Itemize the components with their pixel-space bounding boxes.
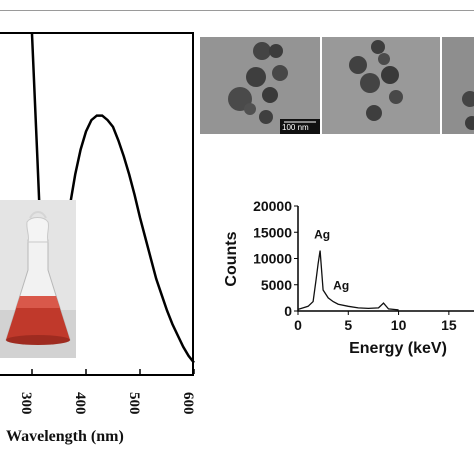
eds-y-tick-label: 5000 — [261, 277, 292, 293]
uv-vis-plot-frame — [0, 32, 194, 376]
tem-image-3 — [442, 37, 474, 134]
eds-x-tick-label: 10 — [391, 317, 407, 333]
eds-x-tick-label: 15 — [441, 317, 457, 333]
tem-image-1 — [200, 37, 320, 134]
flask-photo — [0, 200, 76, 358]
uv-vis-x-tick-label: 600 — [180, 392, 196, 415]
eds-y-tick-label: 15000 — [253, 224, 292, 240]
eds-peak-label: Ag — [333, 278, 349, 292]
uv-vis-x-axis-title: Wavelength (nm) — [6, 428, 124, 445]
tem-scale-bar-label: 100 nm — [282, 123, 309, 132]
eds-spectrum-series — [297, 250, 399, 311]
eds-y-axis-title: Counts — [223, 231, 240, 286]
eds-axes — [297, 206, 474, 312]
eds-x-axis-title: Energy (keV) — [349, 340, 447, 357]
eds-x-tick-label: 0 — [294, 317, 302, 333]
eds-x-tick-label: 5 — [344, 317, 352, 333]
eds-y-tick-label: 20000 — [253, 198, 292, 214]
tem-image-2 — [322, 37, 440, 134]
eds-peak-label: Ag — [314, 228, 330, 242]
top-divider — [0, 10, 474, 11]
uv-vis-x-tick-label: 300 — [18, 392, 34, 415]
eds-y-tick-label: 0 — [284, 303, 292, 319]
eds-y-tick-label: 10000 — [253, 251, 292, 267]
uv-vis-x-tick-label: 500 — [126, 392, 142, 415]
uv-vis-x-tick-label: 400 — [72, 392, 88, 415]
